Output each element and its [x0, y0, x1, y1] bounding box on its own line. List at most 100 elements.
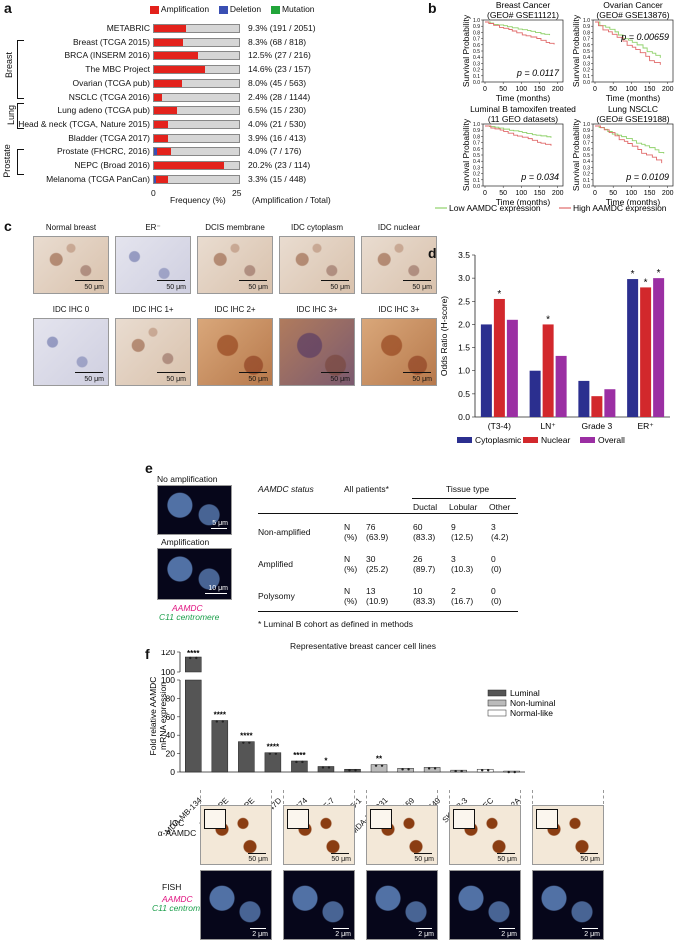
high-expression-curve [485, 21, 555, 45]
icc-inset [287, 809, 309, 829]
plot-subtitle: (GEO# GSE19188) [596, 114, 669, 124]
scale-bar [499, 928, 515, 929]
x-tick-label: 150 [644, 190, 656, 197]
significance-mark: * [644, 277, 648, 288]
odds-ratio-bar [653, 278, 665, 417]
replicate-dot [513, 770, 516, 774]
y-tick-label: 0.6 [583, 43, 590, 49]
frequency-track [153, 78, 240, 88]
table-cell: 13 [366, 586, 376, 596]
replicate-dot [215, 720, 219, 723]
legend-label: Cytoplasmic [475, 435, 522, 445]
replicate-dot [221, 720, 225, 723]
y-tick-label: 0.2 [583, 68, 590, 74]
ihc-tile-title: IDC IHC 3+ [296, 305, 338, 314]
high-expression-curve [485, 125, 552, 146]
y-tick-label: 0.8 [583, 30, 590, 36]
fish-title-no-amp: No amplification [157, 474, 218, 484]
prostate-bracket [17, 149, 24, 175]
scale-label: 2 μm [501, 931, 517, 938]
cancer-study-label: Melanoma (TCGA PanCan) [46, 173, 150, 184]
scale-label: 50 μm [414, 856, 434, 863]
scale-label: 50 μm [248, 376, 268, 383]
x-tick-label: 100 [626, 86, 638, 93]
table-cell: (4.2) [491, 532, 509, 542]
y-tick-label: 0.8 [473, 134, 480, 140]
frequency-text: 3.9% (16 / 413) [248, 132, 307, 143]
replicate-dot [327, 766, 331, 769]
table-tissue-rule [412, 498, 516, 499]
y-tick-label: 0.1 [583, 178, 590, 184]
x-tick-label: 50 [499, 86, 507, 93]
table-cell: (83.3) [413, 596, 436, 606]
plot-title: Breast Cancer [496, 0, 550, 10]
table-cell: (10.9) [366, 596, 389, 606]
y-tick-label: 3.0 [458, 273, 470, 283]
panel-a-letter: a [4, 0, 12, 16]
panel-a-x-start: 0 [151, 188, 156, 198]
legend-label: Normal-like [510, 708, 553, 718]
x-tick-label: 200 [662, 86, 674, 93]
table-h-other: Other [489, 502, 511, 512]
table-cell: (89.7) [413, 564, 436, 574]
scale-label: 50 μm [84, 284, 104, 291]
low-expression-curve [485, 125, 552, 138]
replicate-dot [507, 770, 510, 774]
replicate-dot [274, 752, 278, 755]
table-h-status: AAMDC status [258, 484, 314, 494]
y-tick-label: 0.5 [473, 153, 480, 159]
cancer-study-label: METABRIC [106, 23, 150, 33]
y-axis-label-2: mRNA expression [158, 682, 168, 750]
scale-bar [239, 372, 267, 373]
significance-mark: **** [267, 743, 280, 752]
cancer-study-label: The MBC Project [85, 64, 150, 75]
scale-bar [239, 280, 267, 281]
y-tick-label: 0.1 [583, 74, 590, 80]
frequency-text: 4.0% (21 / 530) [248, 118, 307, 129]
odds-ratio-bar [627, 279, 639, 417]
legend-swatch [523, 437, 538, 443]
ihc-image: 50 μm [197, 236, 273, 294]
panel-c-letter: c [4, 218, 12, 234]
x-tick-label: 150 [644, 86, 656, 93]
ihc-tile-title: IDC cytoplasm [290, 223, 343, 232]
table-header-rule [258, 513, 518, 514]
cancer-study-label: Bladder (TCGA 2017) [68, 132, 150, 143]
y-axis-label: Survival Probability [461, 14, 471, 87]
table-cell: 60 [413, 522, 423, 532]
table-h-ductal: Ductal [413, 502, 438, 512]
legend-swatch [457, 437, 472, 443]
scale-label: 50 μm [330, 284, 350, 291]
cancer-study-label: NEPC (Broad 2016) [74, 160, 150, 170]
fish-scale-top: 5 μm [212, 520, 228, 527]
replicate-dot [195, 656, 198, 660]
replicate-dot [407, 768, 410, 771]
fish-cell-image: 2 μm [366, 870, 438, 940]
fish-cell-image: 2 μm [283, 870, 355, 940]
y-tick-label: 0 [170, 767, 175, 777]
survival-plot: Luminal B tamoxifen treated(11 GEO datas… [461, 104, 576, 207]
ihc-image: 50 μm [33, 318, 109, 386]
scale-label: 50 μm [330, 376, 350, 383]
panel-a-legend: Amplification Deletion Mutation [150, 4, 315, 14]
expression-bar [344, 768, 361, 773]
significance-mark: * [324, 756, 328, 765]
x-tick-label: 50 [499, 190, 507, 197]
panel-a-rows: METABRIC 9.3% (191 / 2051) Breast (TCGA 20… [0, 0, 430, 190]
legend-swatch [580, 437, 595, 443]
scale-bar [403, 280, 431, 281]
x-tick-label: 150 [534, 190, 546, 197]
replicate-dot [321, 766, 325, 769]
replicate-dot [268, 752, 272, 755]
scale-bar [403, 372, 431, 373]
table-cell: (%) [344, 596, 358, 606]
plot-subtitle: (11 GEO datasets) [488, 114, 558, 124]
significance-mark: * [497, 289, 501, 300]
panel-a-x-right-label: (Amplification / Total) [252, 195, 331, 205]
table-cell: N [344, 554, 351, 564]
ihc-tile-title: IDC IHC 2+ [214, 305, 256, 314]
amplification-bar [154, 79, 182, 87]
plot-title: Luminal B tamoxifen treated [470, 104, 576, 114]
legend-mutation-label: Mutation [281, 4, 315, 14]
significance-mark: * [546, 314, 550, 325]
